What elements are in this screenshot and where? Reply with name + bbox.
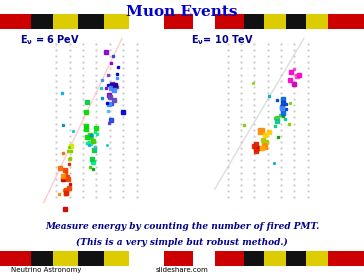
Bar bbox=[31, 14, 53, 29]
Bar bbox=[193, 251, 215, 266]
Bar bbox=[286, 251, 306, 266]
Bar bbox=[215, 251, 244, 266]
Bar bbox=[104, 251, 129, 266]
Bar bbox=[164, 14, 193, 29]
Text: Measure energy by counting the number of fired PMT.: Measure energy by counting the number of… bbox=[45, 222, 319, 230]
Text: slideshare.com: slideshare.com bbox=[156, 267, 208, 273]
Bar bbox=[193, 14, 215, 29]
Bar bbox=[53, 251, 78, 266]
Bar bbox=[129, 14, 164, 29]
Bar bbox=[244, 14, 264, 29]
Bar bbox=[328, 251, 364, 266]
Bar bbox=[0, 14, 31, 29]
Bar bbox=[0, 251, 31, 266]
Text: Neutrino Astronomy: Neutrino Astronomy bbox=[11, 267, 81, 273]
Bar bbox=[53, 14, 78, 29]
Bar bbox=[78, 14, 104, 29]
Bar bbox=[264, 251, 286, 266]
Bar bbox=[164, 251, 193, 266]
Bar bbox=[31, 251, 53, 266]
Bar bbox=[306, 14, 328, 29]
Bar bbox=[78, 251, 104, 266]
Bar bbox=[328, 14, 364, 29]
Bar bbox=[286, 14, 306, 29]
Text: Muon Events: Muon Events bbox=[126, 5, 238, 19]
Text: $\mathbf{E_\nu}$= 10 TeV: $\mathbf{E_\nu}$= 10 TeV bbox=[191, 33, 254, 47]
Bar bbox=[104, 14, 129, 29]
Bar bbox=[129, 251, 164, 266]
Text: (This is a very simple but robust method.): (This is a very simple but robust method… bbox=[76, 238, 288, 247]
Bar bbox=[264, 14, 286, 29]
Bar bbox=[244, 251, 264, 266]
Text: $\mathbf{E_\nu}$ = 6 PeV: $\mathbf{E_\nu}$ = 6 PeV bbox=[20, 33, 80, 47]
Bar bbox=[306, 251, 328, 266]
Bar bbox=[215, 14, 244, 29]
